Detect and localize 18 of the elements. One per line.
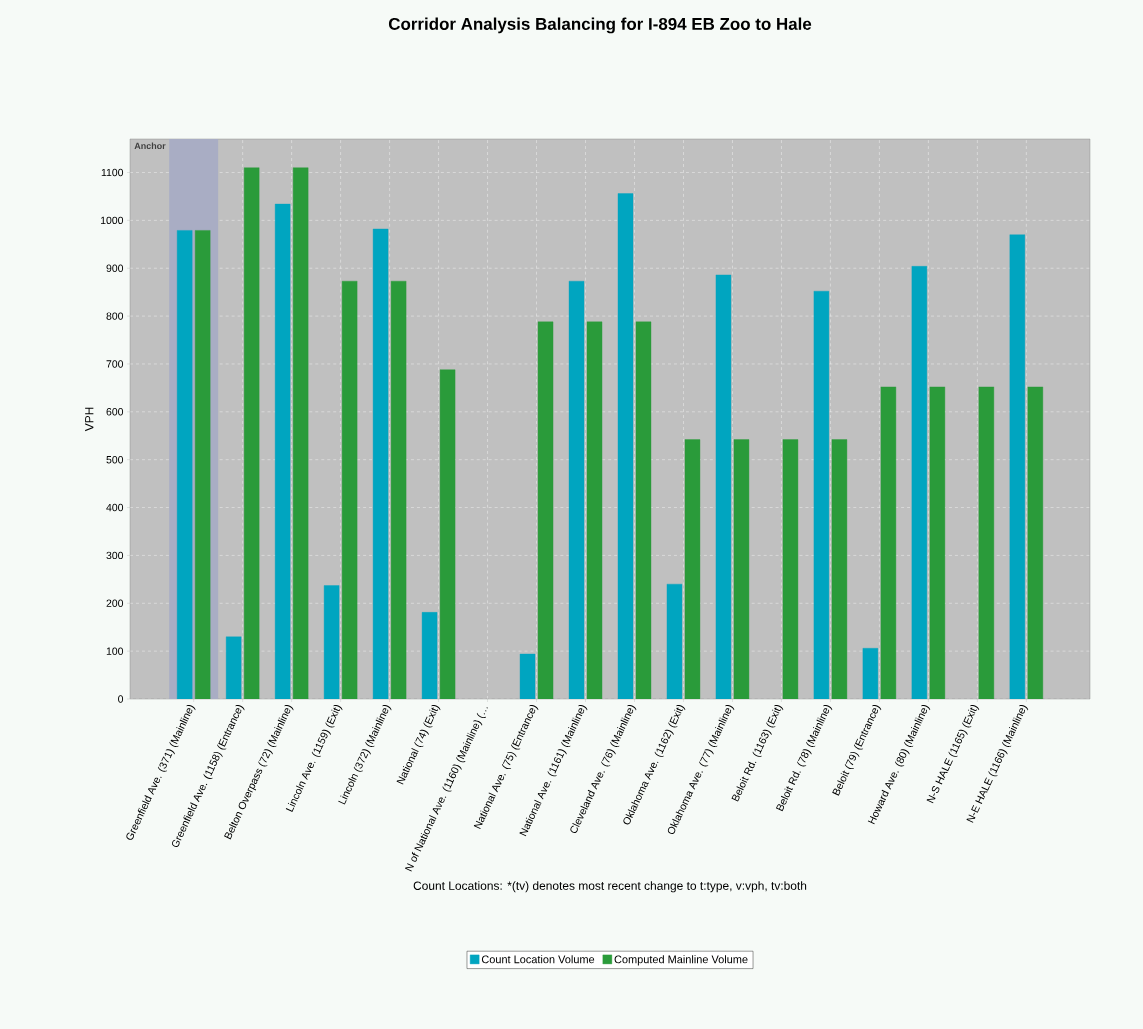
y-tick-label: 900 <box>106 264 124 272</box>
y-tick-label: 400 <box>106 503 124 512</box>
y-tick-label: 0 <box>118 695 124 703</box>
y-tick-label: 600 <box>106 408 124 416</box>
y-tick-label: 200 <box>106 599 124 607</box>
x-axis-title: Count Locations: *(tv) denotes most recent change to t:type, v:vph, tv:both <box>413 881 807 893</box>
y-tick-label: 300 <box>106 551 124 560</box>
chart-title: Corridor Analysis Balancing for I-894 EB Zoo to Hale <box>388 17 812 34</box>
y-tick-label: 1100 <box>101 168 124 177</box>
y-axis-title: VPH <box>85 407 94 432</box>
legend-label: Count Location Volume <box>481 955 595 964</box>
legend-label: Computed Mainline Volume <box>614 955 748 966</box>
y-tick-label: 1000 <box>101 216 124 225</box>
y-tick-label: 500 <box>106 455 124 464</box>
y-tick-label: 700 <box>106 360 124 368</box>
y-tick-label: 100 <box>106 647 124 655</box>
y-tick-label: 800 <box>106 312 124 320</box>
band-label: Anchor <box>134 142 166 150</box>
